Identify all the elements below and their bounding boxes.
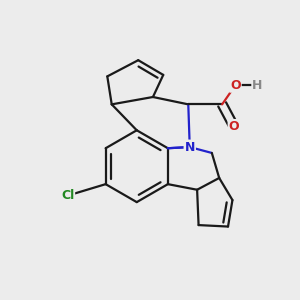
Text: Cl: Cl	[61, 189, 74, 202]
Text: O: O	[230, 79, 241, 92]
Text: O: O	[229, 120, 239, 133]
Text: N: N	[184, 141, 195, 154]
Text: H: H	[252, 79, 263, 92]
